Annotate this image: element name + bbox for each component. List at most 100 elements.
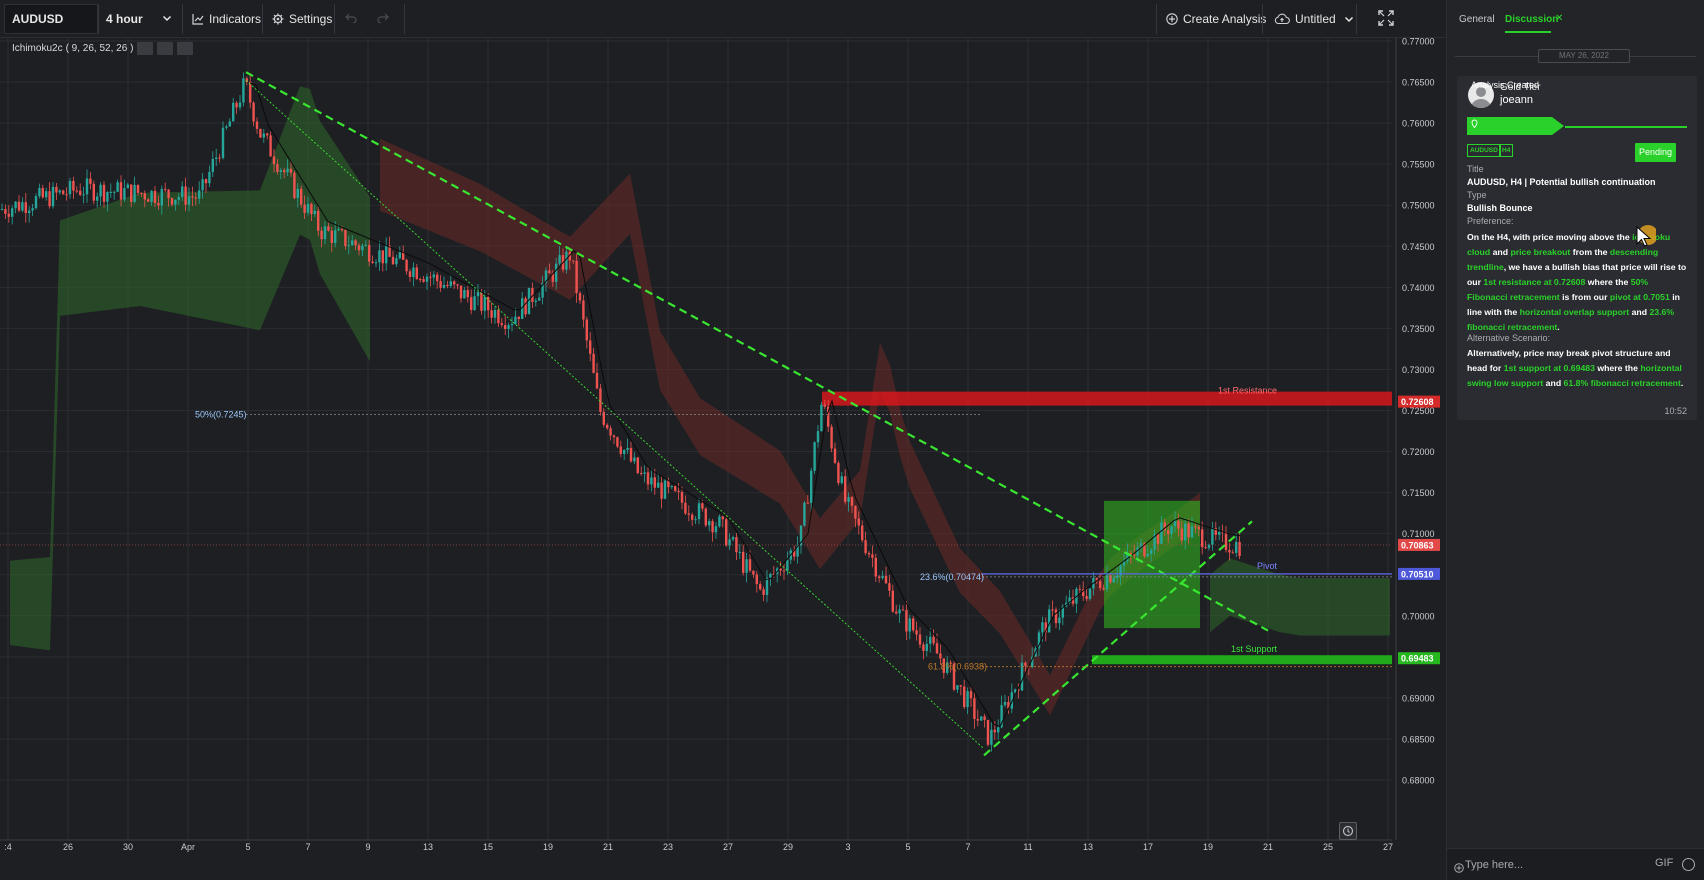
candle-up (493, 309, 497, 318)
candle-down (844, 476, 847, 502)
candle-up (786, 559, 789, 571)
candle-down (684, 502, 687, 514)
candle-down (874, 557, 877, 577)
candle-up (38, 188, 41, 197)
candle-down (255, 121, 259, 129)
trash-icon[interactable] (177, 42, 194, 55)
candle-up (351, 240, 354, 246)
fullscreen-icon (1378, 9, 1394, 29)
y-tick-label: 0.76500 (1402, 78, 1435, 88)
candle-down (1167, 530, 1170, 535)
chart-canvas[interactable]: 50%(0.7245) 23.6%(0.70474) Pivot 61.8%(0.69… (0, 38, 1446, 874)
candle-up (262, 133, 265, 138)
resistance-label: 1st Resistance (1218, 386, 1277, 396)
x-tick-label: :4 (4, 842, 12, 852)
candle-up (541, 283, 544, 298)
ichimoku-cloud-future (1210, 558, 1390, 636)
y-tick-label: 0.70000 (1402, 611, 1435, 621)
price-chart[interactable]: 50%(0.7245) 23.6%(0.70474) Pivot 61.8%(0.69… (0, 38, 1446, 874)
close-icon[interactable]: ✕ (1555, 13, 1564, 24)
settings-button[interactable]: Settings (268, 4, 336, 34)
candle-up (58, 190, 61, 193)
tab-discussion[interactable]: Discussion (1505, 14, 1559, 25)
candle-down (218, 157, 221, 159)
candle-down (327, 226, 330, 231)
redo-button[interactable] (372, 4, 394, 34)
ichimoku-cloud-bullish (10, 86, 370, 651)
candle-up (765, 577, 769, 595)
candle-up (1139, 543, 1143, 548)
candle-up (96, 196, 99, 201)
candle-down (759, 584, 762, 590)
candle-down (589, 340, 592, 354)
candle-up (225, 126, 228, 128)
candle-up (1010, 692, 1013, 709)
indicators-button[interactable]: Indicators (188, 4, 265, 34)
candle-up (643, 472, 646, 474)
interval-dropdown[interactable]: 4 hour (100, 4, 178, 34)
x-tick-label: 30 (123, 842, 133, 852)
eye-icon[interactable] (137, 42, 154, 55)
plus-circle-icon (1166, 13, 1178, 25)
gif-button[interactable]: GIF (1655, 857, 1674, 869)
settings-icon[interactable] (157, 42, 174, 55)
candle-up (507, 325, 510, 329)
candle-up (1190, 526, 1194, 538)
candle-up (1235, 542, 1238, 553)
candle-down (993, 729, 996, 733)
fullscreen-button[interactable] (1372, 4, 1400, 34)
candle-down (857, 518, 860, 526)
candle-down (905, 610, 908, 632)
candle-up (337, 229, 340, 231)
candle-up (565, 251, 568, 270)
candle-up (1150, 549, 1153, 554)
candle-down (575, 260, 578, 294)
candle-up (160, 188, 163, 206)
create-analysis-button[interactable]: Create Analysis (1160, 4, 1272, 34)
analysis-status-banner (1467, 117, 1564, 135)
candle-down (65, 194, 68, 196)
gear-icon (272, 13, 284, 25)
candle-down (568, 251, 571, 261)
support-price-tag-bg (1398, 652, 1440, 665)
message-composer: GIF (1447, 848, 1704, 880)
candle-down (405, 259, 408, 272)
candle-down (167, 189, 170, 199)
interval-tag[interactable]: H4 (1499, 144, 1514, 157)
candle-down (164, 188, 167, 190)
x-tick-label: 21 (603, 842, 613, 852)
layout-save-dropdown[interactable]: Untitled (1268, 4, 1360, 34)
candle-up (840, 476, 843, 483)
symbol-tag[interactable]: AUDUSD (1467, 144, 1501, 157)
candle-up (347, 245, 350, 247)
alert-icon[interactable] (1339, 822, 1357, 840)
emoji-icon[interactable] (1682, 858, 1695, 871)
candle-down (204, 179, 208, 184)
undo-button[interactable] (340, 4, 362, 34)
candle-down (667, 480, 670, 488)
message-input[interactable] (1465, 856, 1615, 874)
candle-down (1017, 689, 1020, 691)
candle-up (21, 202, 24, 211)
candle-down (976, 719, 979, 721)
indicators-label: Indicators (209, 12, 262, 26)
candle-down (850, 497, 854, 506)
analysis-status-label: Analysis Created (1471, 80, 1540, 90)
candle-up (929, 636, 932, 644)
username[interactable]: joeann (1500, 94, 1534, 106)
add-icon[interactable] (1454, 860, 1464, 873)
panel-divider[interactable] (1446, 0, 1447, 880)
candle-down (752, 570, 755, 575)
candle-down (130, 184, 133, 202)
candle-down (259, 128, 262, 138)
candle-down (578, 293, 582, 301)
tab-general[interactable]: General (1459, 14, 1495, 25)
candle-down (609, 428, 612, 436)
y-tick-label: 0.68500 (1402, 734, 1435, 744)
candle-down (1007, 702, 1010, 709)
avatar-icon[interactable] (1468, 82, 1494, 108)
candle-down (973, 698, 976, 720)
symbol-search[interactable]: AUDUSD (4, 4, 98, 34)
candle-down (922, 644, 925, 651)
candle-down (62, 190, 65, 195)
